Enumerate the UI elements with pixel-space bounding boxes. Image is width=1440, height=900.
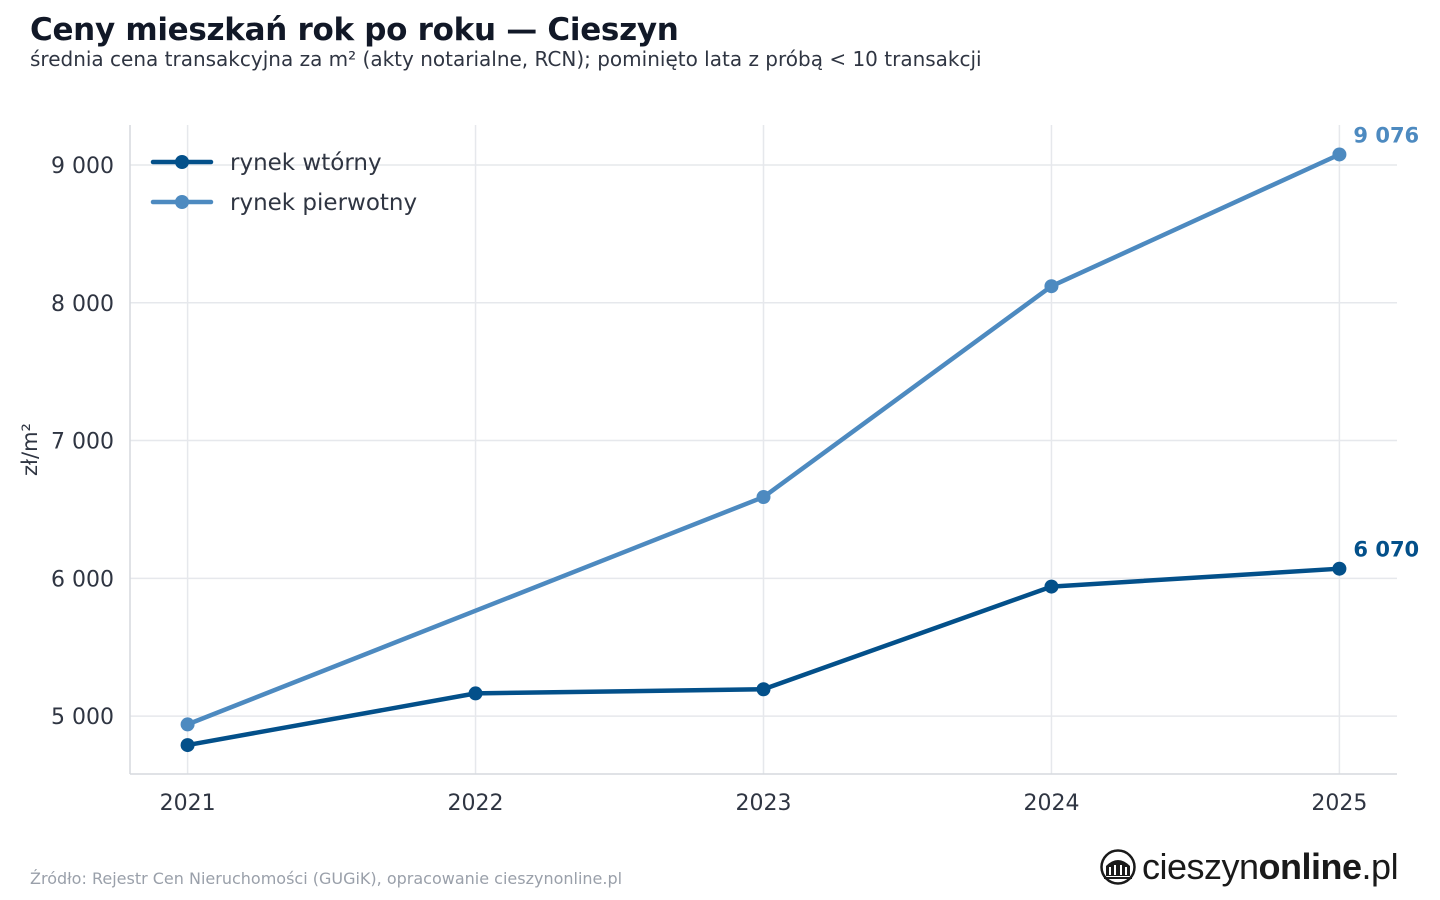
legend-entry-label: rynek pierwotny — [230, 190, 417, 216]
x-tick-label: 2023 — [736, 791, 792, 816]
source-note: Źródło: Rejestr Cen Nieruchomości (GUGiK… — [30, 869, 623, 888]
end-value-label: 9 076 — [1353, 123, 1419, 147]
brand-name-bold: online — [1258, 846, 1363, 887]
y-tick-label: 6 000 — [51, 567, 114, 592]
x-tick-label: 2022 — [448, 791, 504, 816]
y-tick-label: 8 000 — [51, 292, 114, 317]
x-tick-label: 2021 — [160, 791, 216, 816]
data-point — [756, 490, 771, 505]
data-point — [180, 717, 195, 732]
data-point — [756, 682, 771, 697]
cieszyn-rotunda-logo-icon — [1100, 849, 1136, 885]
data-point — [1332, 561, 1347, 576]
x-tick-label: 2024 — [1023, 791, 1079, 816]
legend-swatch-marker — [175, 155, 189, 169]
data-point — [1044, 579, 1059, 594]
brand-wordmark: cieszynonline.pl — [1142, 846, 1399, 888]
legend-swatch-marker — [175, 195, 189, 209]
x-tick-label: 2025 — [1311, 791, 1367, 816]
y-axis-label: zł/m² — [18, 423, 42, 476]
brand-name-regular: cieszyn — [1142, 846, 1259, 887]
chart-title: Ceny mieszkań rok po roku — Cieszyn — [30, 12, 679, 48]
data-point — [180, 738, 195, 753]
data-point — [1044, 279, 1059, 294]
brand-logo[interactable]: cieszynonline.pl — [1100, 842, 1399, 892]
legend-entry-label: rynek wtórny — [230, 150, 382, 176]
data-point — [1332, 147, 1347, 162]
y-tick-label: 9 000 — [51, 154, 114, 179]
series-line-1 — [185, 152, 1342, 727]
y-tick-label: 7 000 — [51, 430, 114, 455]
brand-name-suffix: .pl — [1361, 846, 1399, 887]
end-value-label: 6 070 — [1353, 538, 1419, 562]
y-tick-label: 5 000 — [51, 705, 114, 730]
chart-subtitle: średnia cena transakcyjna za m² (akty no… — [30, 47, 982, 71]
data-point — [468, 686, 483, 701]
